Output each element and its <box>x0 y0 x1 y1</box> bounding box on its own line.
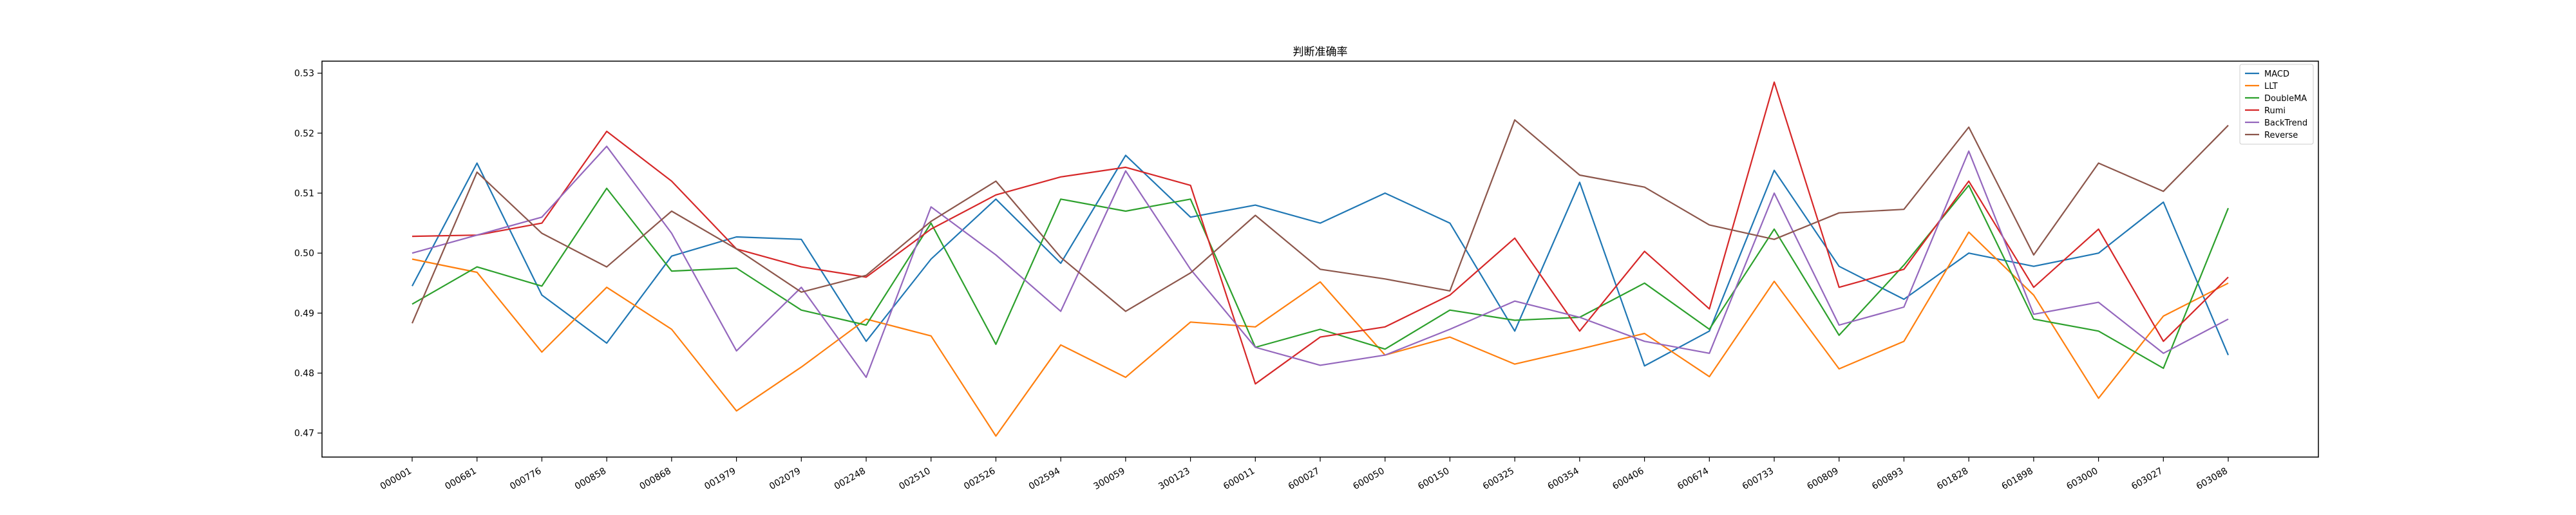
y-tick-label: 0.49 <box>294 308 314 319</box>
series-lines <box>411 81 2230 437</box>
y-tick-label: 0.47 <box>294 429 314 439</box>
legend-label: DoubleMA <box>2264 94 2307 104</box>
legend-label: Rumi <box>2264 106 2286 116</box>
legend-box <box>2239 64 2314 145</box>
series-line-rumi <box>412 81 2229 385</box>
y-tick-label: 0.51 <box>294 189 314 199</box>
legend-label: MACD <box>2264 70 2289 79</box>
series-line-doublema <box>412 184 2230 370</box>
y-tick-label: 0.53 <box>294 69 314 79</box>
y-tick-label: 0.50 <box>294 248 314 259</box>
y-tick-label: 0.48 <box>294 369 314 379</box>
series-line-llt <box>412 231 2229 437</box>
series-line-backtrend <box>412 145 2229 379</box>
chart-title: 判断准确率 <box>1293 46 1348 59</box>
y-tick-label: 0.52 <box>294 129 314 139</box>
series-line-macd <box>412 154 2230 367</box>
legend: MACD LLT DoubleMA Rumi BackTrend Reverse <box>2239 64 2314 145</box>
legend-label: LLT <box>2264 82 2278 91</box>
legend-label: BackTrend <box>2264 118 2307 128</box>
legend-label: Reverse <box>2264 131 2298 140</box>
series-line-reverse <box>411 119 2229 324</box>
